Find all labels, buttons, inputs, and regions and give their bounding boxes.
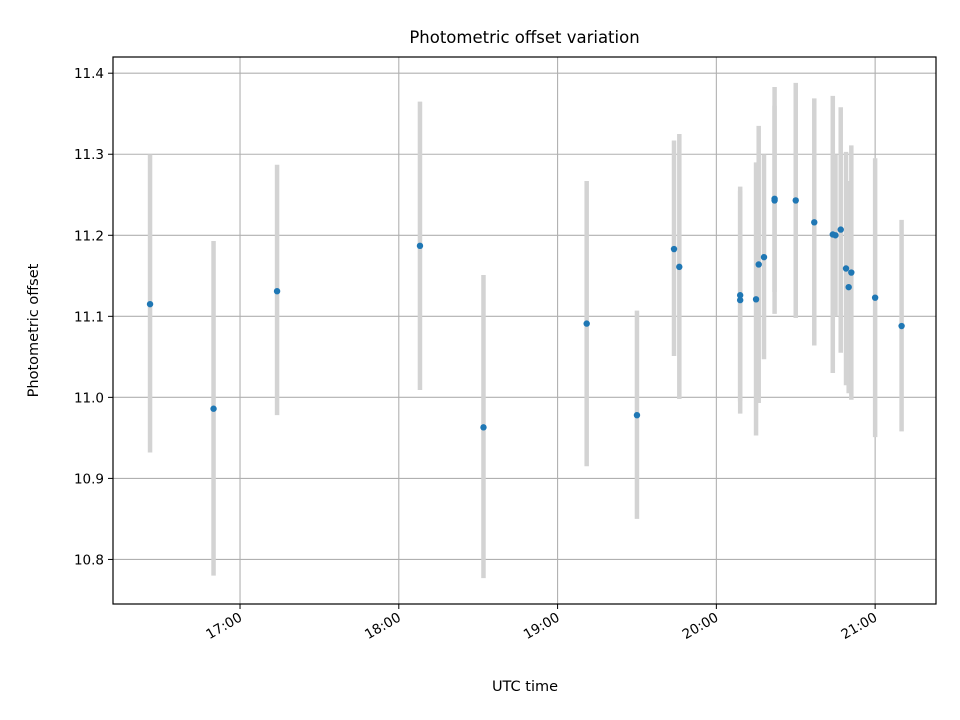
data-point xyxy=(583,320,590,327)
x-axis: 17:00 18:00 19:00 20:00 21:00 xyxy=(203,604,880,643)
data-point xyxy=(755,261,762,268)
y-tick-label: 11.2 xyxy=(74,228,104,244)
data-point xyxy=(842,265,850,272)
data-point xyxy=(752,296,760,303)
data-point xyxy=(848,269,855,276)
x-tick-label: 17:00 xyxy=(203,610,245,643)
data-point xyxy=(633,411,641,419)
data-point xyxy=(670,245,678,253)
x-tick-label: 18:00 xyxy=(362,610,404,643)
x-tick-label: 19:00 xyxy=(521,610,563,643)
data-point xyxy=(273,287,281,295)
y-tick-label: 10.8 xyxy=(74,552,104,568)
y-tick-label: 10.9 xyxy=(74,471,104,487)
data-point xyxy=(837,226,844,233)
y-tick-label: 11.4 xyxy=(74,66,104,82)
y-tick-label: 11.0 xyxy=(74,390,104,406)
data-point xyxy=(811,219,818,226)
data-point xyxy=(416,242,424,250)
data-point xyxy=(871,294,879,301)
y-tick-label: 11.1 xyxy=(74,309,104,325)
data-point xyxy=(736,296,744,304)
data-point xyxy=(146,300,154,308)
error-bars xyxy=(147,82,904,579)
data-point xyxy=(771,195,778,203)
data-point xyxy=(480,424,487,431)
data-point xyxy=(760,253,768,261)
y-axis: 10.8 10.9 11.0 11.1 11.2 11.3 11.4 xyxy=(74,66,113,568)
data-point xyxy=(832,232,839,239)
chart-title: Photometric offset variation xyxy=(409,28,639,47)
x-tick-label: 20:00 xyxy=(680,610,722,643)
data-point xyxy=(845,283,852,291)
data-point xyxy=(210,405,217,412)
x-axis-label: UTC time xyxy=(492,679,558,695)
data-point xyxy=(898,322,905,330)
data-points xyxy=(146,195,905,431)
data-point xyxy=(792,197,799,204)
data-point xyxy=(676,263,683,271)
y-tick-label: 11.3 xyxy=(74,147,104,163)
plot-frame xyxy=(112,56,937,605)
data-point xyxy=(736,292,744,299)
y-axis-label: Photometric offset xyxy=(26,263,42,397)
x-tick-label: 21:00 xyxy=(838,610,880,643)
